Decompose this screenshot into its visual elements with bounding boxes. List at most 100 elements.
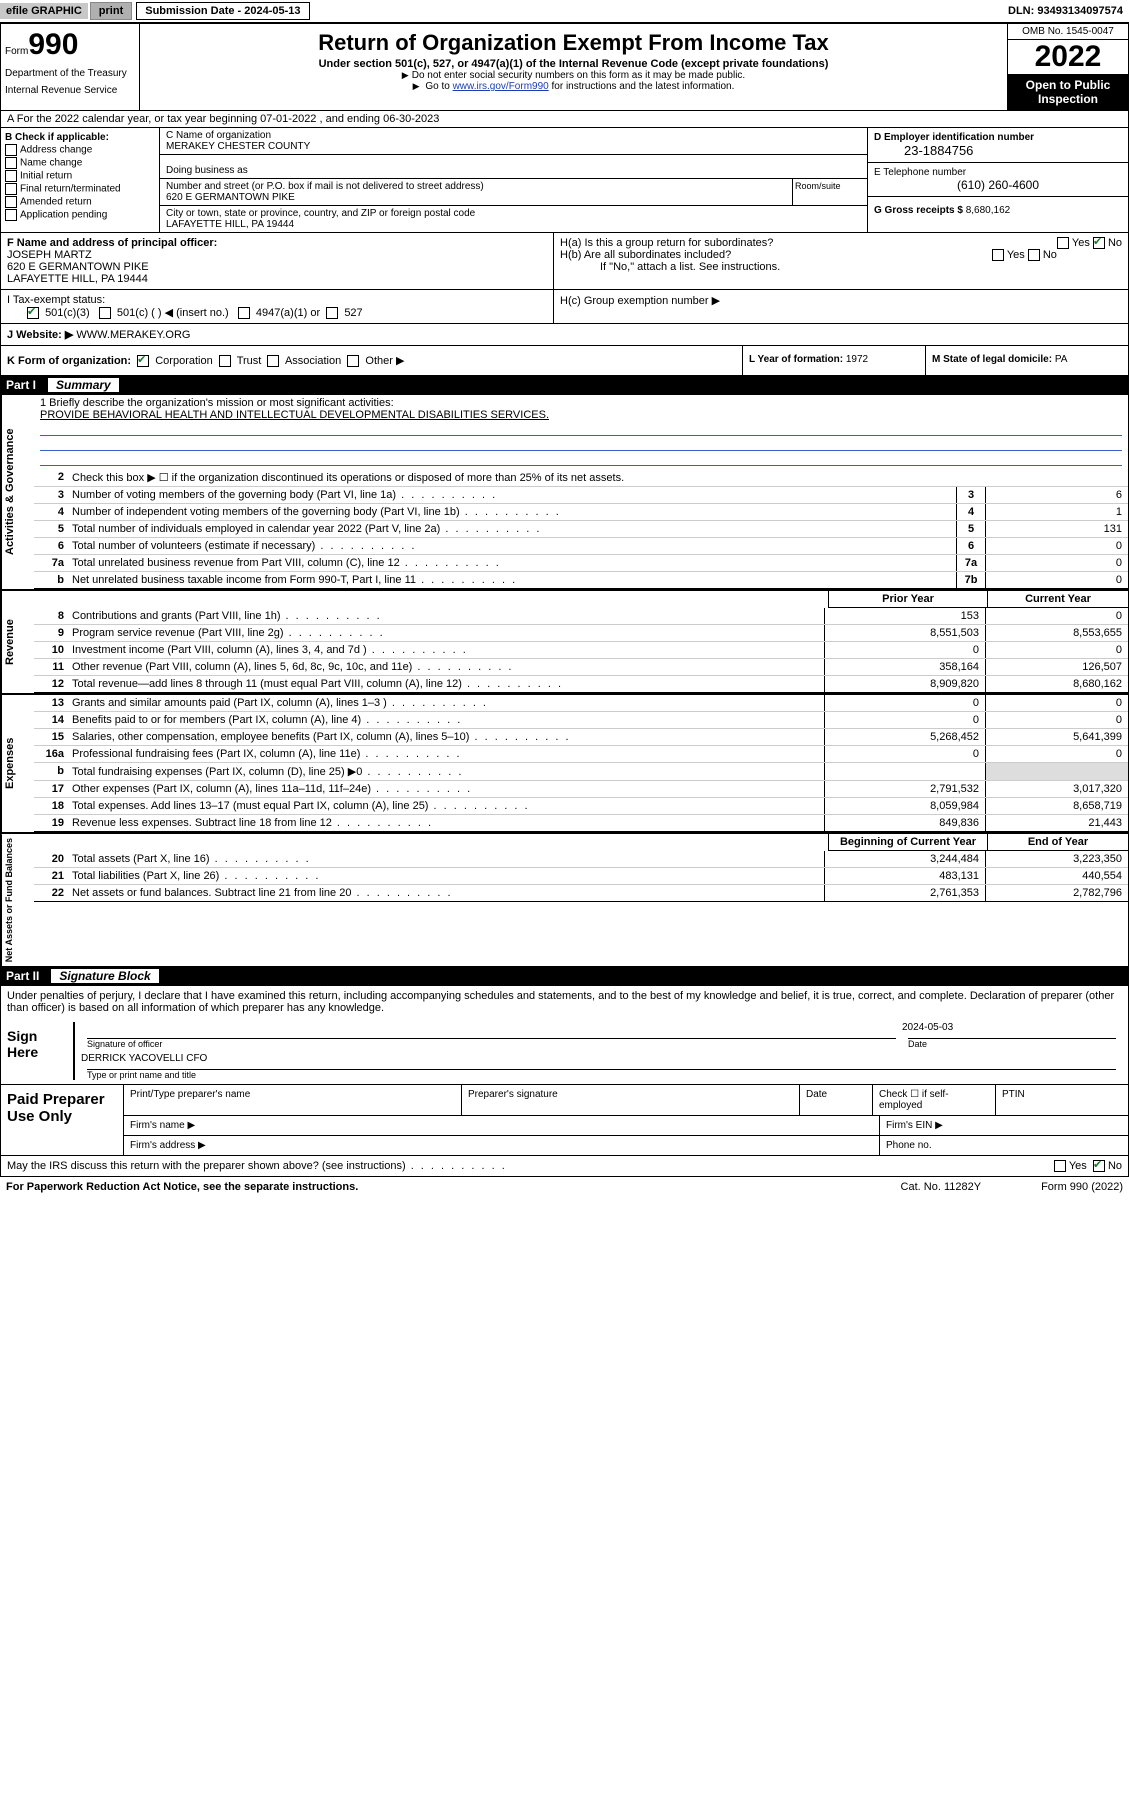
summary-line: 13Grants and similar amounts paid (Part … bbox=[34, 695, 1128, 712]
form-org-label: K Form of organization: bbox=[7, 355, 131, 367]
col-f: F Name and address of principal officer:… bbox=[1, 233, 554, 289]
cb-final-return[interactable]: Final return/terminated bbox=[5, 183, 155, 195]
discuss-text: May the IRS discuss this return with the… bbox=[7, 1160, 507, 1172]
dln-label: DLN: 93493134097574 bbox=[1008, 5, 1129, 17]
header-right: OMB No. 1545-0047 2022 Open to Public In… bbox=[1007, 24, 1128, 110]
page-footer: For Paperwork Reduction Act Notice, see … bbox=[0, 1177, 1129, 1197]
org-name-block: C Name of organization MERAKEY CHESTER C… bbox=[160, 128, 867, 155]
print-button[interactable]: print bbox=[90, 2, 132, 20]
irs-link[interactable]: www.irs.gov/Form990 bbox=[453, 81, 549, 92]
summary-line: 7aTotal unrelated business revenue from … bbox=[34, 555, 1128, 572]
summary-line: 15Salaries, other compensation, employee… bbox=[34, 729, 1128, 746]
ein-label: D Employer identification number bbox=[874, 132, 1122, 143]
ha-yes[interactable]: Yes bbox=[1072, 237, 1090, 249]
row-klm: K Form of organization: Corporation Trus… bbox=[0, 346, 1129, 376]
summary-line: 4Number of independent voting members of… bbox=[34, 504, 1128, 521]
summary-line: 18Total expenses. Add lines 13–17 (must … bbox=[34, 798, 1128, 815]
footer-cat: Cat. No. 11282Y bbox=[901, 1181, 982, 1193]
revenue-section: Revenue Prior Year Current Year 8Contrib… bbox=[0, 590, 1129, 694]
cb-initial-return[interactable]: Initial return bbox=[5, 170, 155, 182]
col-m: M State of legal domicile: PA bbox=[925, 346, 1128, 375]
website-value: WWW.MERAKEY.ORG bbox=[76, 329, 190, 341]
sig-officer-label: Signature of officer bbox=[87, 1038, 896, 1049]
cb-address-change[interactable]: Address change bbox=[5, 144, 155, 156]
irs-label: Internal Revenue Service bbox=[5, 85, 135, 96]
ein-value: 23-1884756 bbox=[874, 143, 1122, 158]
vlabel-expenses: Expenses bbox=[1, 695, 34, 832]
cb-501c3[interactable] bbox=[27, 307, 39, 319]
hb-yes[interactable]: Yes bbox=[1007, 249, 1025, 261]
room-label: Room/suite bbox=[793, 179, 867, 206]
hb-no[interactable]: No bbox=[1043, 249, 1057, 261]
rev-header: Prior Year Current Year bbox=[34, 591, 1128, 608]
note-link: Go to www.irs.gov/Form990 for instructio… bbox=[144, 81, 1003, 92]
part2-num: Part II bbox=[6, 969, 51, 983]
part2-title: Signature Block bbox=[51, 969, 158, 983]
form-header: Form990 Department of the Treasury Inter… bbox=[0, 23, 1129, 111]
cb-name-change[interactable]: Name change bbox=[5, 157, 155, 169]
city-label: City or town, state or province, country… bbox=[166, 208, 861, 219]
vlabel-revenue: Revenue bbox=[1, 591, 34, 693]
summary-line: 14Benefits paid to or for members (Part … bbox=[34, 712, 1128, 729]
part1-num: Part I bbox=[6, 378, 48, 392]
vlabel-net: Net Assets or Fund Balances bbox=[1, 834, 34, 966]
top-bar: efile GRAPHIC print Submission Date - 20… bbox=[0, 0, 1129, 23]
row-ij: I Tax-exempt status: 501(c)(3) 501(c) ( … bbox=[0, 290, 1129, 324]
paid-label: Paid Preparer Use Only bbox=[1, 1085, 123, 1155]
cb-4947[interactable] bbox=[238, 307, 250, 319]
street-label: Number and street (or P.O. box if mail i… bbox=[166, 181, 786, 192]
cb-501c[interactable] bbox=[99, 307, 111, 319]
row-j: J Website: ▶ WWW.MERAKEY.ORG bbox=[0, 324, 1129, 346]
hdr-begin: Beginning of Current Year bbox=[828, 834, 987, 851]
mission-text: PROVIDE BEHAVIORAL HEALTH AND INTELLECTU… bbox=[40, 409, 1122, 421]
col-d: D Employer identification number 23-1884… bbox=[867, 128, 1128, 232]
cb-trust[interactable] bbox=[219, 355, 231, 367]
sign-here-label: Sign Here bbox=[1, 1018, 73, 1084]
ha-no[interactable]: No bbox=[1108, 237, 1122, 249]
gross-label: G Gross receipts $ bbox=[874, 205, 963, 216]
summary-line: 22Net assets or fund balances. Subtract … bbox=[34, 885, 1128, 902]
col-b-checkboxes: B Check if applicable: Address change Na… bbox=[1, 128, 160, 232]
summary-line: 10Investment income (Part VIII, column (… bbox=[34, 642, 1128, 659]
sign-here-row: Sign Here Signature of officer 2024-05-0… bbox=[1, 1018, 1128, 1084]
gross-block: G Gross receipts $ 8,680,162 bbox=[868, 197, 1128, 218]
note2-post: for instructions and the latest informat… bbox=[549, 81, 735, 92]
cb-app-pending[interactable]: Application pending bbox=[5, 209, 155, 221]
summary-line: 20Total assets (Part X, line 16)3,244,48… bbox=[34, 851, 1128, 868]
hb-row: H(b) Are all subordinates included? Yes … bbox=[560, 249, 1122, 261]
discuss-no[interactable] bbox=[1093, 1160, 1105, 1172]
website-label: J Website: ▶ bbox=[7, 329, 73, 341]
summary-line: 2Check this box ▶ ☐ if the organization … bbox=[34, 469, 1128, 487]
hb-note: If "No," attach a list. See instructions… bbox=[560, 261, 1122, 273]
form-label: Form bbox=[5, 46, 28, 57]
cb-other[interactable] bbox=[347, 355, 359, 367]
gross-value: 8,680,162 bbox=[966, 205, 1011, 216]
summary-line: 21Total liabilities (Part X, line 26)483… bbox=[34, 868, 1128, 885]
col-hc: H(c) Group exemption number ▶ bbox=[554, 290, 1128, 323]
form-title: Return of Organization Exempt From Incom… bbox=[144, 30, 1003, 56]
col-c: C Name of organization MERAKEY CHESTER C… bbox=[160, 128, 867, 232]
cb-527[interactable] bbox=[326, 307, 338, 319]
cb-assoc[interactable] bbox=[267, 355, 279, 367]
note-ssn: Do not enter social security numbers on … bbox=[144, 70, 1003, 81]
omb-label: OMB No. 1545-0047 bbox=[1008, 24, 1128, 40]
summary-line: 8Contributions and grants (Part VIII, li… bbox=[34, 608, 1128, 625]
discuss-yes[interactable] bbox=[1054, 1160, 1066, 1172]
pt-sig-label: Preparer's signature bbox=[461, 1085, 799, 1115]
org-name: MERAKEY CHESTER COUNTY bbox=[166, 141, 861, 152]
summary-line: 12Total revenue—add lines 8 through 11 (… bbox=[34, 676, 1128, 693]
cb-amended[interactable]: Amended return bbox=[5, 196, 155, 208]
summary-line: 16aProfessional fundraising fees (Part I… bbox=[34, 746, 1128, 763]
tax-year: 2022 bbox=[1008, 40, 1128, 74]
street-value: 620 E GERMANTOWN PIKE bbox=[166, 192, 786, 203]
part1-header: Part I Summary bbox=[0, 376, 1129, 394]
cb-corp[interactable] bbox=[137, 355, 149, 367]
summary-line: 6Total number of volunteers (estimate if… bbox=[34, 538, 1128, 555]
col-h: H(a) Is this a group return for subordin… bbox=[554, 233, 1128, 289]
org-name-label: C Name of organization bbox=[166, 130, 861, 141]
officer-addr1: 620 E GERMANTOWN PIKE bbox=[7, 261, 547, 273]
firm-name-label: Firm's name ▶ bbox=[123, 1116, 879, 1135]
row-fh: F Name and address of principal officer:… bbox=[0, 233, 1129, 290]
summary-line: 11Other revenue (Part VIII, column (A), … bbox=[34, 659, 1128, 676]
mission-block: 1 Briefly describe the organization's mi… bbox=[34, 395, 1128, 469]
